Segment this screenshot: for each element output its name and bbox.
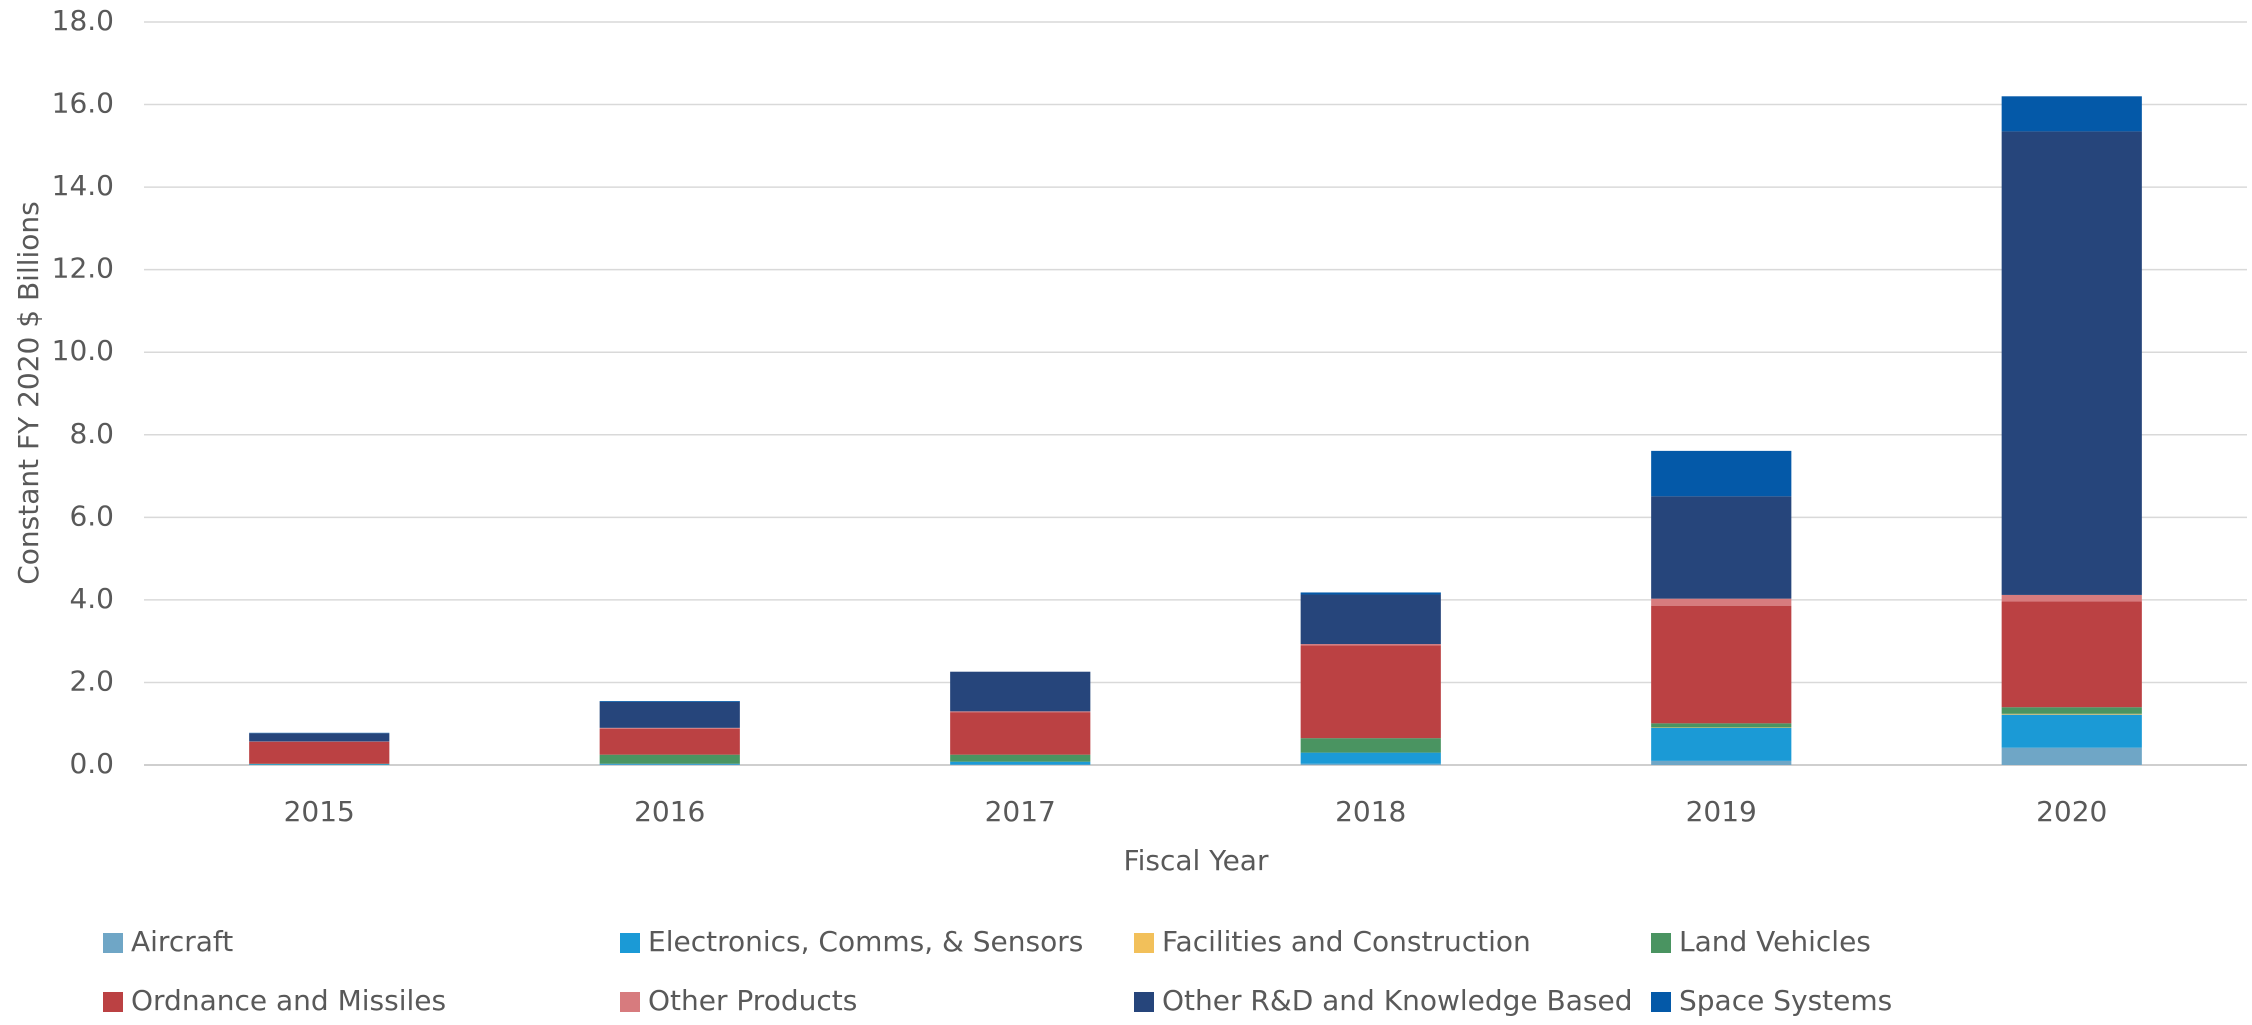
bar-segment <box>600 729 740 755</box>
y-tick-label: 6.0 <box>69 499 114 532</box>
bar-segment <box>2002 96 2142 131</box>
bar-segment <box>950 672 1090 712</box>
bar-segment <box>950 711 1090 712</box>
bar-segment <box>1301 753 1441 764</box>
legend-swatch <box>1651 933 1671 953</box>
legend-swatch <box>620 992 640 1012</box>
bar-segment <box>1301 738 1441 752</box>
y-tick-label: 14.0 <box>52 169 114 202</box>
legend-swatch <box>1134 933 1154 953</box>
y-tick-label: 16.0 <box>52 87 114 120</box>
legend-swatch <box>620 933 640 953</box>
bar-segment <box>1651 496 1791 598</box>
bar-segment <box>1301 644 1441 645</box>
legend-label: Space Systems <box>1679 984 1892 1017</box>
bar-segment <box>950 712 1090 755</box>
bar-segment <box>1651 606 1791 724</box>
bar-segment <box>600 701 740 702</box>
legend-label: Other R&D and Knowledge Based <box>1162 984 1633 1017</box>
bar-segment <box>2002 714 2142 715</box>
bar-segment <box>1301 592 1441 594</box>
legend-label: Aircraft <box>131 925 233 958</box>
bar-segment <box>1651 599 1791 606</box>
legend-label: Facilities and Construction <box>1162 925 1531 958</box>
bar-segment <box>1301 764 1441 765</box>
bar-segment <box>600 702 740 728</box>
bar-segment <box>249 764 389 765</box>
legend-swatch <box>103 933 123 953</box>
bar-segment <box>600 728 740 729</box>
bar-segment <box>950 755 1090 762</box>
bar-segment <box>950 762 1090 765</box>
y-tick-label: 18.0 <box>52 4 114 37</box>
bar-segment <box>2002 595 2142 602</box>
y-tick-label: 10.0 <box>52 334 114 367</box>
x-tick-label: 2015 <box>284 795 355 828</box>
y-tick-label: 2.0 <box>69 664 114 697</box>
bar-segment <box>2002 748 2142 765</box>
y-tick-label: 0.0 <box>69 747 114 780</box>
y-tick-label: 4.0 <box>69 582 114 615</box>
y-tick-label: 8.0 <box>69 417 114 450</box>
x-tick-label: 2019 <box>1686 795 1757 828</box>
bar-segment <box>1651 723 1791 727</box>
bar-segment <box>2002 602 2142 708</box>
legend-label: Other Products <box>648 984 857 1017</box>
y-axis-label: Constant FY 2020 $ Billions <box>12 201 45 585</box>
bar-segment <box>2002 715 2142 748</box>
legend-swatch <box>103 992 123 1012</box>
x-tick-label: 2020 <box>2036 795 2107 828</box>
y-tick-label: 12.0 <box>52 252 114 285</box>
legend-swatch <box>1134 992 1154 1012</box>
bar-segment <box>600 755 740 764</box>
x-tick-label: 2016 <box>634 795 705 828</box>
bar-segment <box>1651 761 1791 765</box>
legend-swatch <box>1651 992 1671 1012</box>
bar-segment <box>1651 728 1791 761</box>
x-axis-label: Fiscal Year <box>1124 844 1269 877</box>
x-tick-label: 2018 <box>1335 795 1406 828</box>
bar-segment <box>1301 645 1441 738</box>
legend-label: Electronics, Comms, & Sensors <box>648 925 1083 958</box>
bar-segment <box>600 764 740 765</box>
bar-segment <box>249 733 389 741</box>
bar-segment <box>1301 595 1441 645</box>
legend-label: Land Vehicles <box>1679 925 1871 958</box>
bar-segment <box>2002 131 2142 595</box>
bar-segment <box>1651 451 1791 496</box>
legend-label: Ordnance and Missiles <box>131 984 446 1017</box>
x-tick-label: 2017 <box>985 795 1056 828</box>
bar-segment <box>2002 707 2142 714</box>
bar-segment <box>249 742 389 764</box>
